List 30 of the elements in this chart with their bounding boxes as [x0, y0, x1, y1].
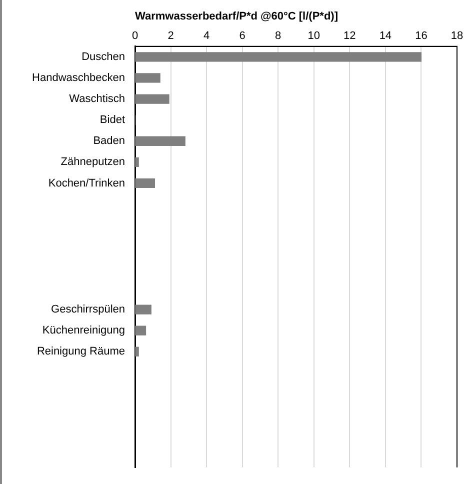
y-tick-label: Zähneputzen: [60, 156, 125, 168]
bar: [135, 73, 160, 83]
y-tick-label: Reinigung Räume: [36, 346, 125, 358]
bar: [135, 52, 422, 62]
bar: [135, 326, 146, 336]
x-tick-label: 12: [344, 30, 356, 42]
bar: [135, 304, 152, 314]
y-tick-label: Bidet: [100, 114, 125, 126]
x-tick-label: 6: [239, 30, 246, 42]
y-tick-label: Duschen: [82, 50, 125, 63]
y-tick-label: Handwaschbecken: [32, 72, 125, 84]
y-tick-label: Kochen/Trinken: [48, 177, 125, 190]
y-tick-label: Geschirrspülen: [51, 304, 125, 316]
x-tick-label: 18: [450, 30, 464, 42]
y-tick-label: Waschtisch: [69, 93, 125, 106]
bar: [135, 346, 139, 356]
y-tick-label: Küchenreinigung: [42, 324, 125, 337]
x-tick-label: 10: [308, 30, 320, 42]
x-tick-label: 16: [415, 30, 428, 42]
y-tick-label: Baden: [93, 135, 125, 148]
x-axis-title: Warmwasserbedarf/P*d @60°C [l/(P*d)]: [135, 10, 338, 23]
bar: [135, 136, 186, 146]
x-tick-label: 0: [132, 30, 138, 42]
bar: [135, 178, 156, 188]
bar: [135, 94, 170, 104]
bar: [135, 157, 139, 168]
x-tick-label: 14: [379, 30, 392, 42]
x-tick-label: 4: [203, 30, 210, 42]
x-tick-label: 2: [168, 30, 174, 42]
x-tick-label: 8: [275, 30, 282, 42]
